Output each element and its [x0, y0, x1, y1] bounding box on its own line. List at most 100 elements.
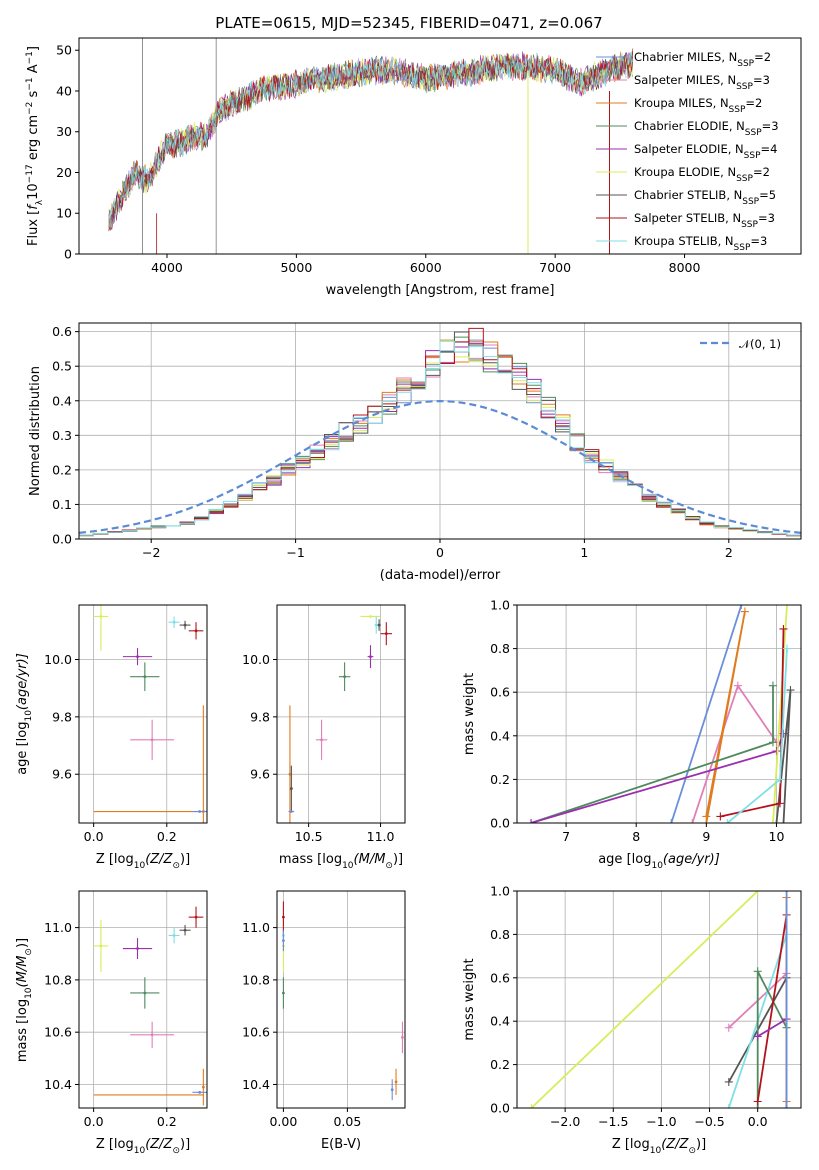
y-axis-label: Normed distribution — [28, 366, 43, 496]
x-tick-label: 0.0 — [748, 1114, 768, 1129]
data-point — [198, 810, 202, 813]
data-point — [183, 623, 187, 627]
data-point — [369, 655, 372, 659]
y-tick-label: 10.6 — [44, 1025, 72, 1040]
marker — [724, 1023, 733, 1032]
spectrum-line — [108, 52, 634, 229]
marker — [716, 812, 725, 821]
marker — [782, 605, 791, 609]
x-tick-label: 0.0 — [84, 1114, 104, 1129]
y-tick-label: 0.3 — [52, 428, 72, 443]
x-tick-label: 7 — [562, 829, 570, 844]
x-axis-label: (data-model)/error — [380, 568, 501, 583]
chart-title: PLATE=0615, MJD=52345, FIBERID=0471, z=0… — [215, 14, 602, 32]
x-tick-label: 0.2 — [157, 1114, 177, 1129]
marker — [527, 819, 536, 823]
mass-weight-line — [530, 685, 774, 823]
data-point — [194, 915, 198, 919]
x-tick-label: −2 — [142, 545, 160, 560]
marker — [768, 819, 777, 823]
y-tick-label: 0.6 — [52, 324, 72, 339]
x-tick-label: 4000 — [151, 260, 183, 275]
legend-entry: Chabrier ELODIE, NSSP=3 — [634, 119, 779, 138]
y-tick-label: 20 — [56, 165, 72, 180]
data-point — [374, 623, 378, 627]
x-tick-label: −1 — [286, 545, 304, 560]
y-tick-label: 0.2 — [490, 772, 510, 787]
histogram-step — [79, 340, 801, 539]
plot-area — [527, 891, 791, 1108]
data-point — [390, 1088, 394, 1092]
y-tick-label: 10.4 — [44, 1077, 72, 1092]
y-tick-label: 10.8 — [44, 972, 72, 987]
marker — [753, 967, 762, 976]
data-point — [136, 655, 139, 659]
plot-area — [79, 327, 801, 539]
y-tick-label: 30 — [56, 124, 72, 139]
x-tick-label: −1.5 — [598, 1114, 628, 1129]
plot-area — [282, 901, 404, 1101]
y-tick-label: 0.4 — [52, 393, 72, 408]
legend-entry: 𝒩(0, 1) — [739, 337, 781, 351]
x-tick-label: −2.0 — [550, 1114, 580, 1129]
legend-entry: Chabrier STELIB, NSSP=5 — [634, 188, 776, 207]
spectrum-line — [108, 48, 634, 232]
y-tick-label: 50 — [56, 43, 72, 58]
mass-weight-line — [705, 611, 746, 823]
x-tick-label: −1.0 — [646, 1114, 676, 1129]
x-tick-label: 9 — [702, 829, 710, 844]
marker — [782, 891, 791, 895]
marker — [772, 819, 781, 823]
data-point — [99, 615, 103, 618]
x-tick-label: 10 — [769, 829, 785, 844]
axes-frame — [276, 890, 406, 1109]
x-tick-label: 0 — [436, 545, 444, 560]
x-tick-label: 5000 — [280, 260, 312, 275]
data-point — [384, 632, 388, 636]
axes-frame — [78, 890, 208, 1109]
y-tick-label: 0.4 — [490, 1014, 510, 1029]
y-tick-label: 9.6 — [250, 767, 270, 782]
marker — [724, 1104, 733, 1108]
data-point — [343, 675, 346, 679]
y-tick-label: 10.8 — [242, 972, 270, 987]
x-tick-label: 0.00 — [269, 1114, 297, 1129]
axes-frame — [276, 604, 406, 824]
x-tick-label: 8 — [632, 829, 640, 844]
x-tick-label: 0.0 — [84, 829, 104, 844]
y-tick-label: 10 — [56, 206, 72, 221]
x-tick-label: 11.0 — [367, 829, 395, 844]
y-tick-label: 0 — [64, 247, 72, 262]
y-tick-label: 1.0 — [490, 598, 510, 613]
mass-weight-line — [720, 628, 785, 818]
marker — [733, 681, 742, 690]
data-point — [201, 1085, 205, 1089]
data-point — [282, 991, 285, 995]
data-point — [289, 787, 293, 790]
data-point — [172, 620, 176, 624]
y-tick-label: 10.0 — [44, 652, 72, 667]
plot-area — [108, 38, 634, 254]
x-tick-label: 10.5 — [295, 829, 323, 844]
data-point — [401, 1036, 404, 1039]
data-point — [172, 934, 176, 937]
y-tick-label: 0.6 — [490, 970, 510, 985]
y-tick-label: 9.8 — [250, 709, 270, 724]
y-tick-label: 9.8 — [52, 709, 72, 724]
y-axis-label: mass weight — [462, 673, 477, 755]
x-tick-label: 0.05 — [333, 1114, 361, 1129]
x-tick-label: −0.5 — [694, 1114, 724, 1129]
y-tick-label: 9.6 — [52, 767, 72, 782]
marker — [775, 775, 784, 784]
mass-weight-line — [530, 891, 759, 1108]
data-point — [183, 928, 187, 932]
data-point — [282, 915, 285, 919]
data-point — [394, 1080, 398, 1084]
data-point — [150, 1033, 154, 1037]
data-point — [150, 738, 154, 742]
x-axis-label: mass [log10(M/M⊙)] — [279, 852, 403, 871]
legend-entry: Salpeter MILES, NSSP=3 — [634, 73, 770, 92]
mass-weight-line — [756, 970, 788, 1108]
data-point — [194, 629, 198, 633]
